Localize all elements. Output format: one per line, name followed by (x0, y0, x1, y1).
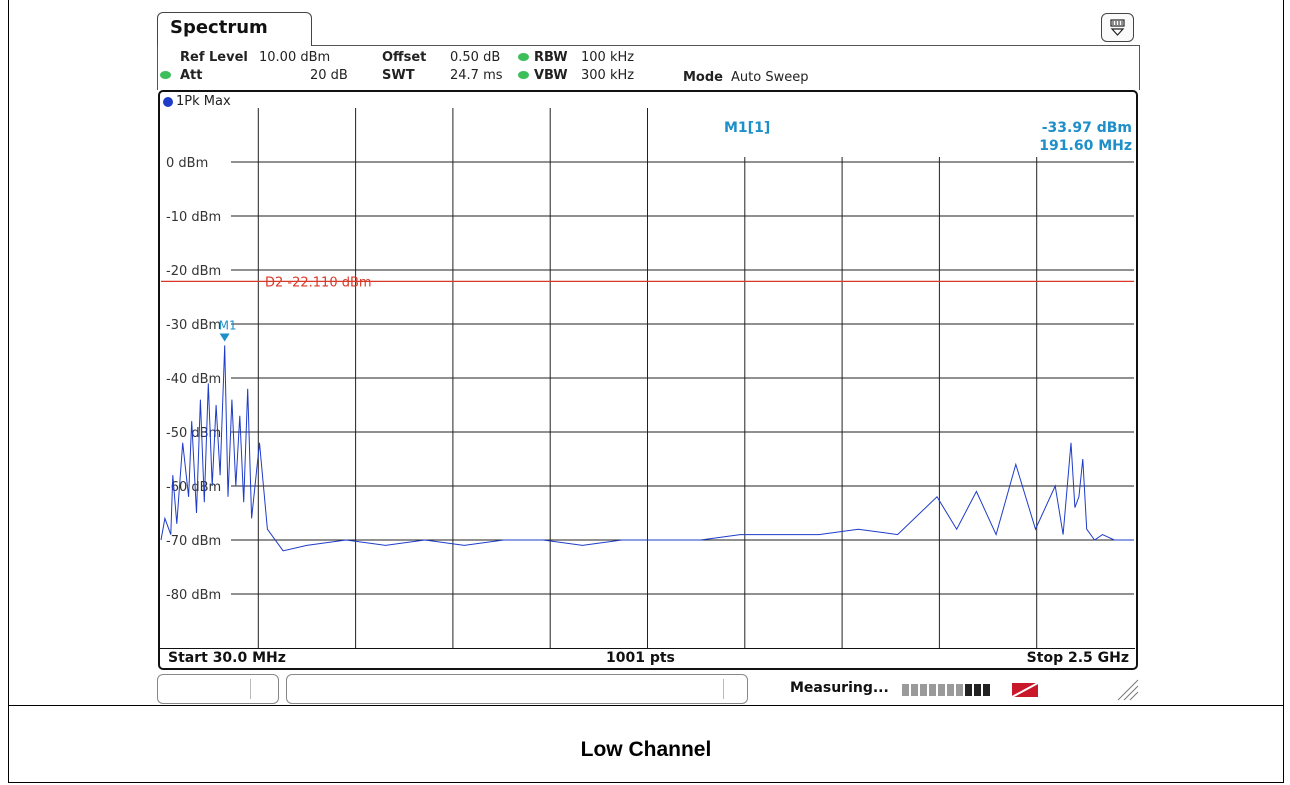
progress-segment (920, 684, 927, 696)
y-tick-label: -70 dBm (166, 534, 221, 549)
status-field-left[interactable] (157, 674, 279, 704)
progress-segment (938, 684, 945, 696)
y-tick-label: -30 dBm (166, 318, 221, 333)
offset-value: 0.50 dB (450, 50, 501, 65)
progress-segment (983, 684, 990, 696)
progress-segment (956, 684, 963, 696)
display-line-label: D2 -22.110 dBm (265, 275, 372, 290)
trace-detector-label: 1Pk Max (176, 94, 231, 109)
display-menu-button[interactable] (1101, 13, 1134, 42)
rbw-status-dot (518, 53, 529, 61)
y-tick-label: 0 dBm (166, 156, 208, 171)
y-tick-label: -20 dBm (166, 264, 221, 279)
y-tick-label: -40 dBm (166, 372, 221, 387)
status-field-message[interactable] (286, 674, 748, 704)
progress-segment (965, 684, 972, 696)
rbw-value: 100 kHz (581, 50, 635, 65)
att-label: Att (180, 68, 203, 83)
tab-underline (312, 45, 1140, 46)
att-status-dot (160, 71, 171, 79)
start-frequency: Start 30.0 MHz (168, 650, 286, 666)
progress-segment (902, 684, 909, 696)
mode-label: Mode (683, 70, 723, 85)
progress-segment (929, 684, 936, 696)
y-tick-label: -50 dBm (166, 426, 221, 441)
marker-tag: M1 (219, 318, 237, 332)
swt-label: SWT (382, 68, 415, 83)
menu-dropdown-icon (1110, 19, 1125, 36)
stop-frequency: Stop 2.5 GHz (1026, 650, 1129, 666)
ref-level-value: 10.00 dBm (259, 50, 331, 65)
offset-label: Offset (382, 50, 427, 65)
sweep-progress-indicator (902, 682, 1039, 698)
ref-level-label: Ref Level (180, 50, 248, 65)
vbw-value: 300 kHz (581, 68, 635, 83)
measuring-status: Measuring... (790, 680, 889, 696)
frequency-footer: Start 30.0 MHz 1001 pts Stop 2.5 GHz (160, 648, 1135, 669)
panel-edge-left (157, 45, 158, 90)
marker-readout-freq: 191.60 MHz (1039, 138, 1132, 154)
vbw-label: VBW (534, 68, 568, 83)
swt-value: 24.7 ms (450, 68, 503, 83)
progress-segment (974, 684, 981, 696)
marker-readout-name: M1[1] (724, 120, 771, 136)
frame-divider (8, 705, 1284, 706)
att-value: 20 dB (310, 68, 348, 83)
panel-edge-right (1139, 45, 1140, 90)
sweep-points: 1001 pts (606, 650, 675, 666)
figure-caption: Low Channel (580, 738, 712, 761)
page-frame (8, 0, 1284, 783)
y-tick-label: -10 dBm (166, 210, 221, 225)
overload-indicator-slash (1011, 682, 1039, 698)
progress-segment (947, 684, 954, 696)
mode-value: Auto Sweep (731, 70, 809, 85)
rbw-label: RBW (534, 50, 568, 65)
resize-grip-icon[interactable] (1112, 666, 1140, 704)
spectrum-trace (160, 345, 1134, 552)
marker-triangle (219, 333, 230, 342)
tab-spectrum[interactable]: Spectrum (157, 12, 312, 46)
trace-indicator-dot (163, 97, 173, 107)
y-tick-label: -80 dBm (166, 588, 221, 603)
vbw-status-dot (518, 71, 529, 79)
progress-segment (911, 684, 918, 696)
marker-readout-level: -33.97 dBm (1041, 120, 1132, 136)
